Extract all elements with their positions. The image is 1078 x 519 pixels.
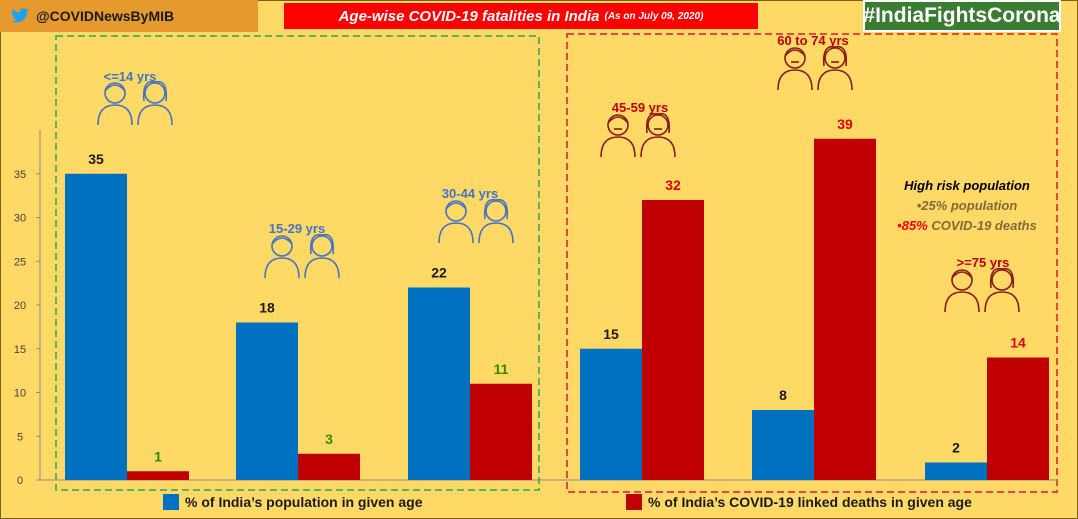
- data-label-deaths: 3: [325, 431, 333, 447]
- data-label-deaths: 14: [1010, 335, 1026, 351]
- high-risk-population-line: •25% population: [916, 198, 1018, 213]
- bar-deaths: [642, 200, 704, 480]
- data-label-population: 8: [779, 387, 787, 403]
- y-tick-label: 15: [14, 344, 26, 356]
- high-risk-deaths-text: COVID-19 deaths: [927, 218, 1037, 233]
- youth-people-icon: [264, 233, 340, 279]
- kids-people-icon: [97, 80, 173, 126]
- bar-population: [752, 410, 814, 480]
- age-group-label: <=14 yrs: [104, 69, 157, 84]
- y-tick-label: 10: [14, 388, 26, 400]
- y-tick-label: 30: [14, 213, 26, 225]
- hashtag-badge: #IndiaFightsCorona: [863, 0, 1061, 32]
- y-tick-label: 25: [14, 256, 26, 268]
- bar-deaths: [127, 471, 189, 480]
- data-label-population: 15: [603, 326, 619, 342]
- y-tick-label: 20: [14, 300, 26, 312]
- twitter-handle-badge: @COVIDNewsByMIB: [0, 0, 258, 32]
- legend-swatch-deaths: [626, 494, 642, 510]
- group-box-high-risk: [566, 33, 1058, 493]
- y-tick-label: 35: [14, 169, 26, 181]
- bar-population: [580, 348, 642, 480]
- high-risk-deaths-pct: •85%: [897, 218, 928, 233]
- legend-swatch-population: [163, 494, 179, 510]
- data-label-deaths: 1: [154, 448, 162, 464]
- age-group-label: 30-44 yrs: [442, 186, 498, 201]
- y-tick-label: 5: [17, 431, 23, 443]
- bar-deaths: [470, 383, 532, 480]
- age-group-label: 15-29 yrs: [269, 221, 325, 236]
- bar-population: [65, 173, 127, 480]
- data-label-population: 22: [431, 265, 447, 281]
- data-label-deaths: 11: [494, 361, 509, 377]
- age-group-label: 45-59 yrs: [612, 100, 668, 115]
- data-label-deaths: 39: [837, 116, 853, 132]
- legend-label-deaths: % of India’s COVID-19 linked deaths in g…: [648, 494, 972, 510]
- legend-deaths: % of India’s COVID-19 linked deaths in g…: [626, 494, 972, 510]
- high-risk-heading: High risk population: [904, 178, 1030, 193]
- handle-text: @COVIDNewsByMIB: [36, 8, 175, 24]
- legend-label-population: % of India’s population in given age: [185, 494, 423, 510]
- bar-deaths: [987, 357, 1049, 480]
- data-label-deaths: 32: [665, 177, 681, 193]
- adult-people-icon: [438, 198, 514, 244]
- high-risk-deaths-line: •85% COVID-19 deaths: [862, 218, 1072, 233]
- group-box-low-risk: [55, 35, 540, 491]
- data-label-population: 2: [952, 440, 960, 456]
- age-group-label: 60 to 74 yrs: [777, 33, 849, 48]
- bar-deaths: [814, 138, 876, 480]
- y-tick-label: 0: [17, 475, 23, 487]
- bar-population: [408, 287, 470, 480]
- bar-population: [925, 462, 987, 480]
- chart-title: Age-wise COVID-19 fatalities in India (A…: [284, 3, 758, 29]
- bar-deaths: [298, 453, 360, 480]
- twitter-bird-icon: [11, 8, 29, 23]
- legend-population: % of India’s population in given age: [163, 494, 423, 510]
- bar-population: [236, 322, 298, 480]
- senior-people-icon: [777, 45, 853, 91]
- title-text: Age-wise COVID-19 fatalities in India: [338, 7, 600, 25]
- data-label-population: 18: [259, 300, 275, 316]
- middle-people-icon: [600, 112, 676, 158]
- age-group-label: >=75 yrs: [957, 255, 1010, 270]
- title-date: (As on July 09, 2020): [604, 10, 704, 22]
- data-label-population: 35: [88, 151, 104, 167]
- elderly-people-icon: [944, 267, 1020, 313]
